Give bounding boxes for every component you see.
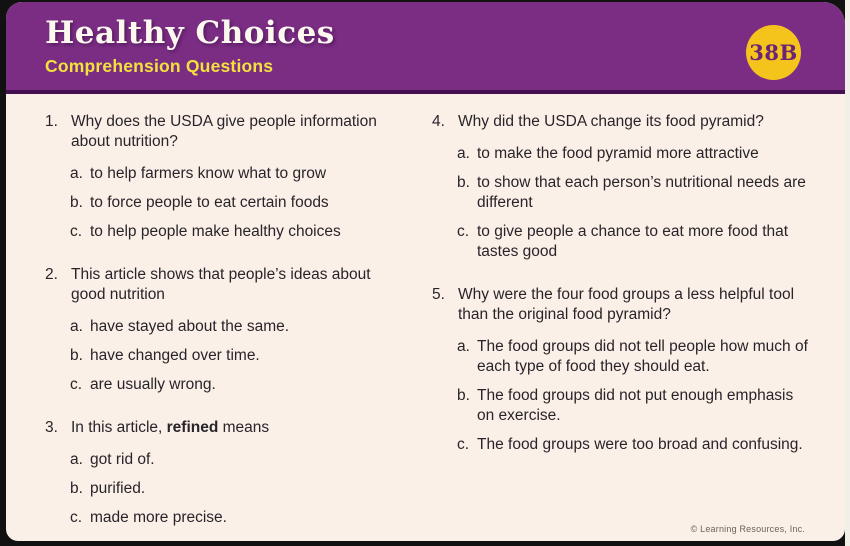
option-letter: a. — [457, 145, 470, 162]
answer-option: a. to make the food pyramid more attract… — [457, 144, 812, 164]
answer-options: a. The food groups did not tell people h… — [457, 337, 812, 455]
option-text: to force people to eat certain foods — [90, 194, 329, 211]
page-subtitle: Comprehension Questions — [45, 56, 274, 77]
option-text: made more precise. — [90, 509, 227, 526]
card-body: 1. Why does the USDA give people informa… — [6, 94, 845, 541]
question-stem: 2. This article shows that people’s idea… — [45, 265, 399, 305]
option-letter: a. — [70, 318, 83, 335]
answer-option: c. are usually wrong. — [70, 375, 399, 395]
answer-option: b. The food groups did not put enough em… — [457, 386, 812, 426]
copyright-text: © Learning Resources, Inc. — [690, 524, 805, 534]
option-letter: c. — [70, 509, 83, 526]
option-letter: c. — [457, 223, 470, 240]
option-letter: c. — [457, 436, 470, 453]
card-number-badge: 38B — [746, 25, 801, 80]
option-letter: c. — [70, 223, 83, 240]
question: 4. Why did the USDA change its food pyra… — [432, 112, 812, 262]
question-stem: 3. In this article, refined means — [45, 418, 399, 438]
answer-option: a. to help farmers know what to grow — [70, 164, 399, 184]
scan-background-strip — [845, 0, 850, 546]
option-text: The food groups were too broad and confu… — [477, 436, 803, 453]
question-column-left: 1. Why does the USDA give people informa… — [45, 112, 399, 541]
answer-option: c. to help people make healthy choices — [70, 222, 399, 242]
option-letter: b. — [70, 347, 83, 364]
question-card: Healthy Choices Comprehension Questions … — [6, 2, 845, 541]
option-letter: b. — [70, 480, 83, 497]
question-text: Why were the four food groups a less hel… — [458, 286, 795, 323]
card-number-badge-label: 38B — [749, 40, 798, 65]
page-title: Healthy Choices — [45, 15, 335, 51]
answer-options: a. to make the food pyramid more attract… — [457, 144, 812, 262]
question-stem: 4. Why did the USDA change its food pyra… — [432, 112, 812, 132]
answer-options: a. got rid of. b. purified. c. made more… — [70, 450, 399, 528]
question-stem: 1. Why does the USDA give people informa… — [45, 112, 399, 152]
question-stem: 5. Why were the four food groups a less … — [432, 285, 812, 325]
option-text: are usually wrong. — [90, 376, 216, 393]
option-letter: a. — [70, 451, 83, 468]
option-letter: a. — [70, 165, 83, 182]
question-text: Why does the USDA give people informatio… — [71, 113, 377, 150]
question: 5. Why were the four food groups a less … — [432, 285, 812, 455]
option-letter: b. — [457, 387, 470, 404]
option-letter: b. — [457, 174, 470, 191]
option-letter: b. — [70, 194, 83, 211]
question: 2. This article shows that people’s idea… — [45, 265, 399, 395]
answer-option: a. got rid of. — [70, 450, 399, 470]
answer-option: a. have stayed about the same. — [70, 317, 399, 337]
option-text: to help farmers know what to grow — [90, 165, 327, 182]
option-text: to make the food pyramid more attractive — [477, 145, 759, 162]
question: 3. In this article, refined means a. got… — [45, 418, 399, 528]
option-text: purified. — [90, 480, 146, 497]
answer-option: b. have changed over time. — [70, 346, 399, 366]
question-number: 3. — [45, 419, 58, 436]
question-text: This article shows that people’s ideas a… — [71, 266, 371, 303]
answer-option: b. to force people to eat certain foods — [70, 193, 399, 213]
question-column-right: 4. Why did the USDA change its food pyra… — [432, 112, 812, 541]
answer-option: c. made more precise. — [70, 508, 399, 528]
option-text: to give people a chance to eat more food… — [477, 223, 789, 260]
option-text: have stayed about the same. — [90, 318, 290, 335]
card-header: Healthy Choices Comprehension Questions … — [6, 2, 845, 94]
question-number: 4. — [432, 113, 445, 130]
option-text: to help people make healthy choices — [90, 223, 341, 240]
answer-options: a. have stayed about the same. b. have c… — [70, 317, 399, 395]
answer-option: c. to give people a chance to eat more f… — [457, 222, 812, 262]
answer-option: a. The food groups did not tell people h… — [457, 337, 812, 377]
option-text: got rid of. — [90, 451, 155, 468]
question-number: 2. — [45, 266, 58, 283]
answer-option: b. to show that each person’s nutritiona… — [457, 173, 812, 213]
option-letter: a. — [457, 338, 470, 355]
question-text: Why did the USDA change its food pyramid… — [458, 113, 764, 130]
answer-option: c. The food groups were too broad and co… — [457, 435, 812, 455]
option-text: The food groups did not tell people how … — [477, 338, 808, 375]
option-text: have changed over time. — [90, 347, 260, 364]
question: 1. Why does the USDA give people informa… — [45, 112, 399, 242]
option-text: to show that each person’s nutritional n… — [477, 174, 806, 211]
question-text: In this article, refined means — [71, 419, 270, 436]
answer-option: b. purified. — [70, 479, 399, 499]
option-letter: c. — [70, 376, 83, 393]
option-text: The food groups did not put enough empha… — [477, 387, 794, 424]
question-number: 5. — [432, 286, 445, 303]
question-number: 1. — [45, 113, 58, 130]
answer-options: a. to help farmers know what to grow b. … — [70, 164, 399, 242]
